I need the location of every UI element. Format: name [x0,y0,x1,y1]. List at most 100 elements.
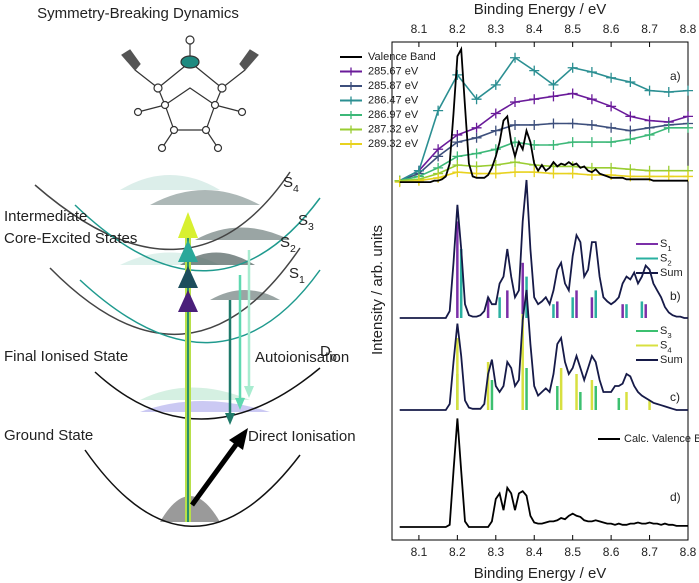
label-base: S [660,238,667,250]
label-base: S [660,325,667,337]
marker [567,88,578,99]
series-line [399,122,689,182]
x-tick-label: 8.5 [564,545,581,559]
label-sub: 1 [299,274,305,286]
marker [490,125,501,136]
legend-label: 289.32 eV [368,138,419,150]
legend-label: Valence Band [368,51,436,63]
marker [644,129,655,140]
x-tick-label-top: 8.5 [564,22,581,36]
marker [529,94,540,105]
label-sub: 3 [308,221,314,233]
marker [567,137,578,148]
x-axis-title-top: Binding Energy / eV [474,1,607,18]
panel-label: d) [670,490,681,504]
x-tick-label: 8.2 [449,545,466,559]
marker [529,167,540,178]
x-tick-label: 8.6 [603,545,620,559]
marker [490,144,501,155]
x-tick-label: 8.7 [641,545,658,559]
marker [567,168,578,179]
label-sub: 2 [667,258,671,267]
series-line [399,289,688,411]
marker [548,168,559,179]
marker [529,65,540,76]
marker [567,62,578,73]
legend-label: Calc. Valence Band [624,433,699,445]
marker [644,85,655,96]
series-line [399,127,688,182]
x-tick-label-top: 8.8 [680,22,697,36]
marker [490,168,501,179]
legend-label: 286.47 eV [368,94,419,106]
marker [510,119,521,130]
wavepackets [120,175,290,522]
marker [452,151,463,162]
legend-label: 287.32 eV [368,123,419,135]
arrows [178,212,254,522]
marker [625,134,636,145]
legend-label: 285.67 eV [368,65,419,77]
label-sub: 4 [667,345,672,354]
y-axis-title: Intensity / arb. units [369,225,386,355]
x-tick-label-top: 8.3 [487,22,504,36]
marker [586,119,597,130]
x-tick-label-top: 8.6 [603,22,620,36]
subscripted-label: S4 [283,174,299,195]
series-line [399,171,688,183]
marker [413,175,424,186]
series-line [399,92,689,182]
subscripted-label: S2 [660,252,672,267]
subscripted-label: S3 [660,325,672,340]
series-line [399,46,688,183]
marker [606,72,617,83]
label-direct: Direct Ionisation [248,428,356,445]
label-ground: Ground State [4,427,93,444]
marker [548,139,559,150]
legend-label: Sum [660,354,683,366]
marker [471,132,482,143]
marker [452,137,463,148]
label-core-excited: Core-Excited States [4,230,137,247]
marker [567,118,578,129]
label-base: D [320,343,331,360]
series-line [399,418,688,528]
panel-label: a) [670,69,681,83]
label-sub: 2 [290,243,296,255]
chart: Binding Energy / eV Binding Energy / eV … [340,1,699,582]
label-sub: 1 [667,244,671,253]
plot-frame [391,41,689,541]
legend-label: Sum [660,267,683,279]
legend-label: 286.97 eV [368,109,419,121]
marker [510,52,521,63]
x-tick-label: 8.8 [680,545,697,559]
x-tick-label-top: 8.1 [411,22,428,36]
marker [529,119,540,130]
label-base: S [298,212,308,229]
marker [663,171,674,182]
marker [683,122,693,133]
label-base: S [660,252,667,264]
x-tick-label-top: 8.2 [449,22,466,36]
marker [683,85,693,96]
label-base: S [280,234,290,251]
diagram-title: Symmetry-Breaking Dynamics [37,5,239,22]
x-axis-title: Binding Energy / eV [474,565,607,582]
diagram: Symmetry-Breaking Dynamics [4,5,356,527]
subscripted-label: S1 [660,238,672,253]
x-tick-label-top: 8.4 [526,22,543,36]
marker [510,167,521,178]
marker [490,79,501,90]
marker [606,122,617,133]
subscripted-label: S1 [289,265,305,286]
potential-curves [34,171,321,527]
x-tick-label: 8.3 [487,545,504,559]
x-tick-label: 8.1 [411,545,428,559]
marker [548,118,559,129]
label-sub: 4 [293,183,299,195]
marker [548,79,559,90]
marker [683,171,693,182]
panel-label: b) [670,289,681,303]
